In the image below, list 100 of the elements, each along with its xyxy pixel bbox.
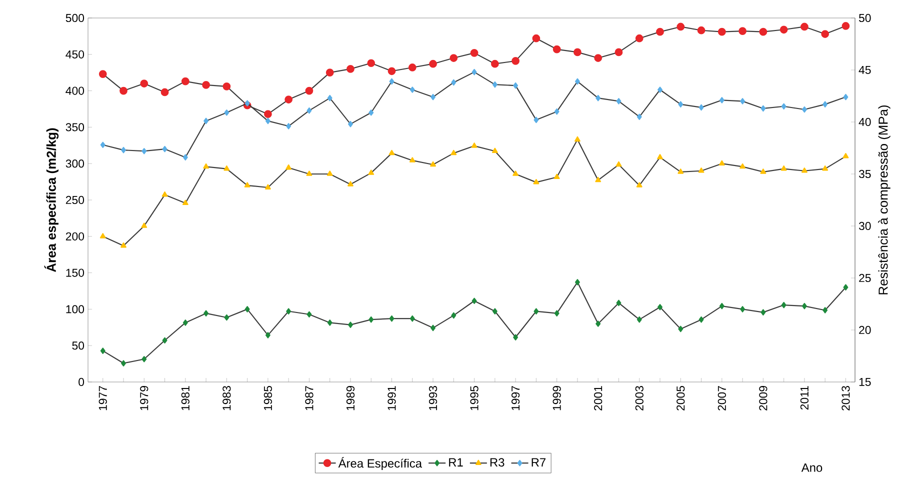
point (348, 322, 353, 328)
point (719, 302, 724, 310)
point (596, 320, 601, 327)
point (574, 78, 580, 85)
point (472, 298, 477, 304)
point (244, 306, 250, 312)
point (843, 94, 848, 100)
point (636, 182, 642, 188)
y-axis-title: Área específica (m2/kg) (44, 128, 59, 272)
point (244, 182, 250, 188)
point (162, 146, 168, 152)
x-tick-label: 1985 (264, 386, 272, 410)
point (574, 136, 580, 142)
point (760, 168, 766, 174)
point (286, 123, 292, 130)
x-tick-label: 1989 (346, 386, 355, 410)
point (616, 161, 622, 167)
point (224, 314, 230, 321)
point (348, 120, 353, 128)
x-tick-label: 2013 (842, 386, 850, 410)
y2-tick-label: 30 (858, 222, 871, 230)
point (389, 78, 394, 85)
x-tick-label: 2009 (759, 386, 768, 410)
point (656, 28, 664, 36)
point (697, 26, 706, 34)
point (182, 200, 188, 206)
point (594, 54, 602, 62)
point (451, 79, 456, 86)
point (120, 242, 126, 248)
y-tick-label: 450 (66, 50, 84, 58)
point (552, 45, 561, 54)
point (533, 178, 540, 184)
point (450, 54, 458, 62)
point (718, 28, 726, 36)
point (676, 22, 685, 31)
point (284, 96, 293, 104)
point (265, 332, 270, 338)
point (636, 114, 642, 120)
y2-tick-label: 40 (858, 118, 871, 126)
point (286, 308, 292, 314)
x-tick-label: 1999 (552, 386, 561, 410)
point (490, 60, 499, 68)
legend-label: Área Específica (338, 457, 422, 470)
y2-tick-label: 20 (859, 326, 871, 334)
y2-tick-label: 45 (858, 66, 871, 74)
point (222, 82, 231, 90)
y2-tick-label: 15 (859, 378, 871, 386)
x-tick-label: 1991 (388, 386, 396, 410)
point (162, 191, 168, 197)
point (160, 88, 169, 96)
point (121, 360, 126, 366)
y-tick-label: 200 (66, 232, 84, 240)
point (512, 170, 519, 176)
point (554, 174, 560, 180)
point (678, 101, 684, 108)
point (306, 107, 312, 114)
x-tick-label: 2001 (594, 386, 602, 410)
point (738, 27, 746, 36)
point (409, 157, 416, 162)
point (781, 302, 786, 308)
point (472, 68, 477, 76)
point (554, 108, 560, 115)
point (389, 315, 394, 322)
point (534, 308, 539, 314)
y2-tick-label: 35 (858, 170, 871, 178)
y2-tick-label: 50 (858, 14, 871, 22)
y2-tick-label: 25 (859, 274, 871, 282)
point (100, 348, 106, 354)
point (450, 150, 457, 156)
x-tick-label: 1995 (470, 386, 478, 410)
point (802, 302, 807, 310)
point (698, 316, 704, 323)
x-tick-label: 1993 (428, 386, 438, 410)
point (264, 184, 271, 190)
point (120, 86, 128, 95)
point (100, 233, 106, 238)
point (513, 334, 518, 340)
point (513, 82, 518, 89)
point (802, 106, 807, 113)
legend-label: R1 (449, 458, 463, 466)
point (98, 70, 107, 78)
y-tick-label: 400 (66, 86, 84, 95)
point (451, 312, 456, 319)
point (658, 86, 662, 93)
point (512, 57, 520, 65)
point (658, 304, 662, 310)
point (264, 110, 272, 118)
point (142, 148, 147, 154)
point (800, 22, 808, 31)
point (388, 150, 395, 156)
point (121, 146, 126, 154)
point (760, 309, 766, 316)
point (596, 94, 601, 102)
y-tick-label: 50 (72, 342, 84, 350)
point (574, 48, 582, 56)
point (306, 311, 312, 318)
point (306, 170, 312, 176)
point (410, 315, 415, 322)
x-tick-label: 2005 (676, 386, 685, 410)
y-tick-label: 350 (66, 123, 84, 132)
